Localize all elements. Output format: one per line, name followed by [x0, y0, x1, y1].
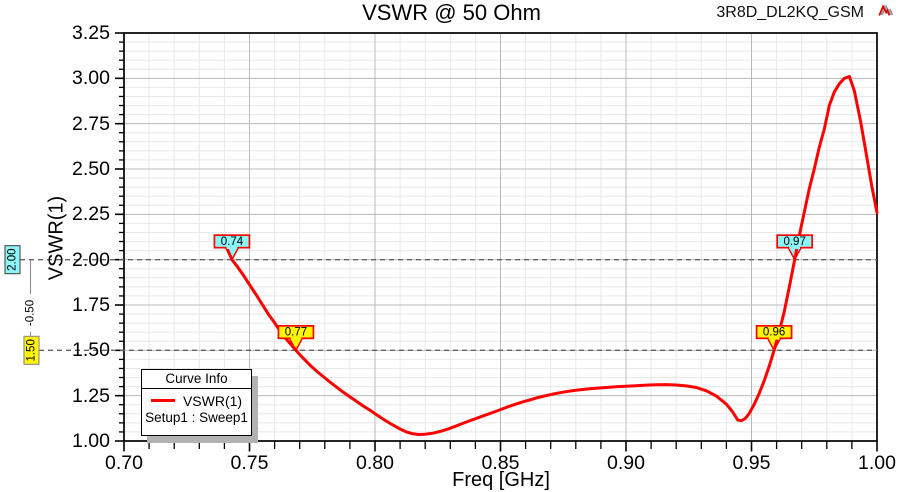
y-tick-label: 2.50 — [72, 158, 110, 180]
x-tick-label: 0.90 — [607, 452, 645, 474]
x-tick-label: 1.00 — [858, 452, 896, 474]
marker-value-label: 0.96 — [763, 327, 785, 339]
curve-marker[interactable]: 0.77 — [277, 324, 315, 340]
delta-value-label: -0.50 — [25, 300, 37, 326]
project-name-label: 3R8D_DL2KQ_GSM — [716, 4, 864, 21]
reference-lines: 2.00 1.50 — [4, 245, 877, 365]
reference-value-box[interactable] — [4, 245, 21, 275]
x-tick-label: 0.70 — [105, 452, 143, 474]
curve-marker[interactable]: 0.96 — [755, 324, 793, 340]
y-tick-label: 2.75 — [72, 112, 110, 135]
y-tick-label: 1.25 — [72, 384, 110, 407]
y-tick-label: 1.50 — [72, 339, 110, 362]
curve-marker[interactable]: 0.74 — [213, 234, 251, 249]
marker-value-label: 0.74 — [221, 236, 244, 248]
series-color-swatch — [150, 399, 175, 402]
curve-marker[interactable]: 0.97 — [776, 234, 814, 249]
x-tick-label: 0.95 — [732, 452, 771, 474]
reference-value-label: 1.50 — [26, 339, 38, 361]
legend-box[interactable]: Curve Info VSWR(1) Setup1 : Sweep1 — [141, 369, 252, 436]
marker-value-label: 0.97 — [783, 236, 805, 248]
y-tick-label: 3.25 — [72, 22, 110, 44]
x-axis-title: Freq [GHz] — [452, 469, 550, 491]
legend-series-label: VSWR(1) — [182, 392, 243, 409]
x-tick-label: 0.85 — [481, 452, 520, 474]
legend-series-sublabel: Setup1 : Sweep1 — [145, 410, 248, 425]
plot-title: VSWR @ 50 Ohm — [362, 0, 541, 25]
reference-value-label: 2.00 — [7, 248, 19, 270]
legend-series-row: VSWR(1) — [142, 393, 251, 408]
ansoft-logo-icon — [878, 4, 893, 16]
marker-value-label: 0.77 — [285, 327, 307, 339]
y-tick-label: 2.25 — [72, 203, 110, 226]
plot-frame — [123, 32, 878, 442]
vswr-curve — [221, 75, 879, 436]
legend-header: Curve Info — [142, 370, 251, 389]
x-tick-label: 0.80 — [356, 452, 394, 474]
y-tick-label: 1.00 — [72, 430, 110, 452]
y-tick-label: 1.75 — [72, 294, 110, 316]
y-tick-label: 2.00 — [72, 248, 110, 271]
grid-lines — [124, 33, 877, 441]
y-tick-label: 3.00 — [72, 67, 110, 90]
delta-annotation: -0.50 — [25, 259, 37, 337]
x-tick-label: 0.75 — [230, 452, 269, 474]
reference-value-box[interactable] — [23, 335, 40, 365]
